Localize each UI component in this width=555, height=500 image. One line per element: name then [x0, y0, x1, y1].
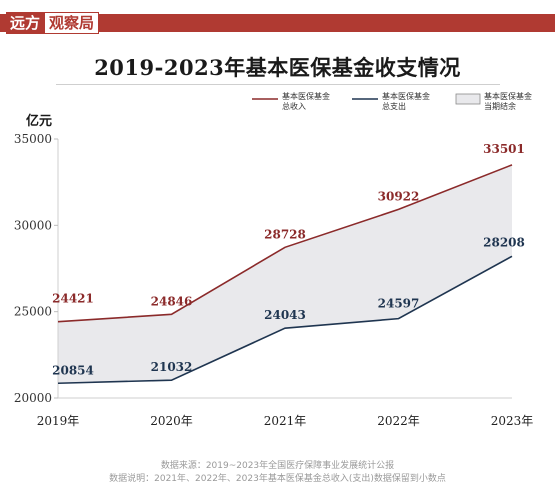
y-axis-label: 亿元 — [26, 113, 52, 129]
expense-data-label: 20854 — [52, 363, 94, 377]
income-data-label: 28728 — [264, 227, 306, 241]
income-data-label: 33501 — [483, 142, 525, 156]
expense-series-line — [57, 255, 513, 385]
title-divider — [56, 84, 500, 85]
legend-balance-label-1: 基本医保基金 — [484, 91, 532, 101]
footer-note: 数据说明：2021年、2022年、2023年基本医保基金总收入(支出)数据保留到… — [109, 474, 446, 484]
legend-income-label-1: 基本医保基金 — [282, 91, 330, 101]
y-tick-label: 30000 — [14, 218, 52, 232]
y-tick-label: 25000 — [14, 305, 52, 319]
brand-right: 观察局 — [44, 12, 100, 34]
x-tick-label: 2019年 — [37, 414, 80, 428]
x-tick-label: 2020年 — [150, 414, 193, 428]
x-tick-label: 2022年 — [377, 414, 420, 428]
expense-data-label: 24043 — [264, 308, 306, 322]
top-banner: 远方 观察局 — [0, 0, 555, 34]
banner-stripe — [0, 14, 555, 32]
footer-source: 数据来源：2019~2023年全国医疗保障事业发展统计公报 — [160, 461, 395, 471]
x-tick-label: 2021年 — [264, 414, 307, 428]
brand-logo: 远方 观察局 — [6, 12, 100, 34]
brand-left: 远方 — [6, 12, 45, 34]
legend-balance-label-2: 当期结余 — [484, 101, 516, 111]
legend-income-label-2: 总收入 — [282, 101, 306, 111]
income-data-label: 24846 — [151, 294, 193, 308]
income-data-label: 24421 — [52, 292, 94, 306]
legend-expense-label-1: 基本医保基金 — [382, 91, 430, 101]
income-series-line — [57, 164, 513, 323]
y-tick-label: 20000 — [14, 391, 52, 405]
chart-title: 2019-2023年基本医保基金收支情况 — [94, 55, 461, 80]
x-tick-label: 2023年 — [491, 414, 534, 428]
income-data-label: 30922 — [378, 189, 420, 203]
expense-data-label: 28208 — [483, 235, 525, 249]
y-tick-label: 35000 — [14, 132, 52, 146]
legend-expense-label-2: 总支出 — [382, 101, 406, 111]
expense-data-label: 24597 — [378, 297, 420, 311]
expense-data-label: 21032 — [151, 360, 193, 374]
legend-balance-swatch — [455, 93, 481, 105]
balance-area — [58, 164, 512, 384]
